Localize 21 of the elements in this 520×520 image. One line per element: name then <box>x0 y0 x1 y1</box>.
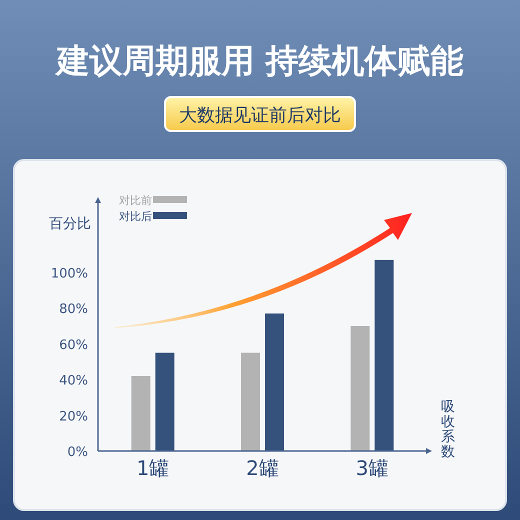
y-tick-label: 60% <box>59 338 88 353</box>
x-tick-label: 1罐 <box>136 456 170 480</box>
legend-label: 对比前 <box>119 194 152 207</box>
y-tick-label: 100% <box>50 266 88 282</box>
legend-label: 对比后 <box>119 210 152 223</box>
y-tick-label: 0% <box>67 445 88 460</box>
bar <box>265 314 284 451</box>
chart-title: 建议周期服用 持续机体赋能 <box>54 41 464 80</box>
bar <box>350 326 370 451</box>
bar <box>241 352 260 451</box>
y-tick-label: 80% <box>59 302 88 318</box>
y-axis-title: 百分比 <box>49 216 91 232</box>
x-tick-label: 3罐 <box>356 456 389 480</box>
chart-subtitle: 大数据见证前后对比 <box>179 105 341 126</box>
bar <box>374 260 394 451</box>
bar <box>155 352 174 451</box>
y-tick-label: 20% <box>59 409 88 424</box>
x-axis-title: 吸收系数 <box>441 399 455 460</box>
bar <box>131 376 150 451</box>
y-tick-label: 40% <box>59 374 88 389</box>
x-tick-label: 2罐 <box>246 456 279 480</box>
